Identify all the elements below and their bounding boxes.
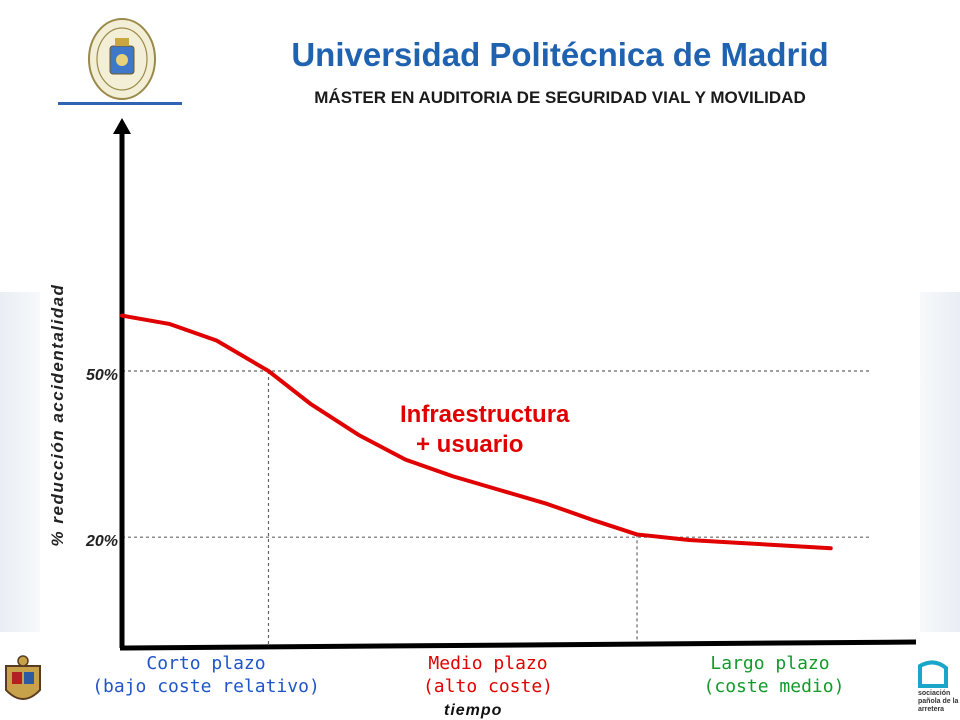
series-labels: Infraestructura + usuario	[400, 401, 570, 458]
y-axis-label: % reducción accidentalidad	[48, 283, 67, 547]
series-line-0	[120, 313, 833, 551]
y-axis-arrow	[113, 118, 131, 134]
phase-label-2-title: Largo plazo	[710, 653, 829, 674]
right-side-band	[920, 292, 960, 632]
left-side-band	[0, 292, 40, 632]
phase-label-1-title: Medio plazo	[428, 653, 547, 674]
university-seal-icon	[88, 18, 156, 100]
page-subtitle: MÁSTER EN AUDITORIA DE SEGURIDAD VIAL Y …	[314, 88, 806, 107]
phase-label-0-title: Corto plazo	[146, 653, 265, 674]
aec-logo-text: sociación pañola de la arretera	[918, 690, 959, 713]
y-ticks: 50% 20%	[85, 367, 118, 550]
series-layer	[120, 313, 833, 551]
y-tick-label-1: 20%	[85, 533, 118, 550]
x-axis-label: tiempo	[444, 702, 503, 719]
y-tick-label-0: 50%	[86, 367, 118, 384]
reference-lines	[122, 370, 870, 646]
phase-label-0-cost: (bajo coste relativo)	[92, 676, 320, 697]
series-label-line2: + usuario	[416, 431, 523, 458]
coat-of-arms-icon	[5, 655, 41, 700]
phase-label-2-cost: (coste medio)	[704, 676, 845, 697]
x-axis-line	[119, 639, 917, 651]
phase-label-1-cost: (alto coste)	[423, 676, 553, 697]
aec-logo-icon	[918, 660, 948, 688]
series-label-line1: Infraestructura	[400, 401, 570, 428]
phase-labels: Corto plazo(bajo coste relativo) Medio pl…	[92, 653, 844, 697]
axes	[113, 118, 917, 651]
header: Universidad Politécnica de Madrid MÁSTER…	[0, 0, 960, 118]
header-rule	[58, 102, 182, 105]
page-title: Universidad Politécnica de Madrid	[291, 36, 829, 73]
